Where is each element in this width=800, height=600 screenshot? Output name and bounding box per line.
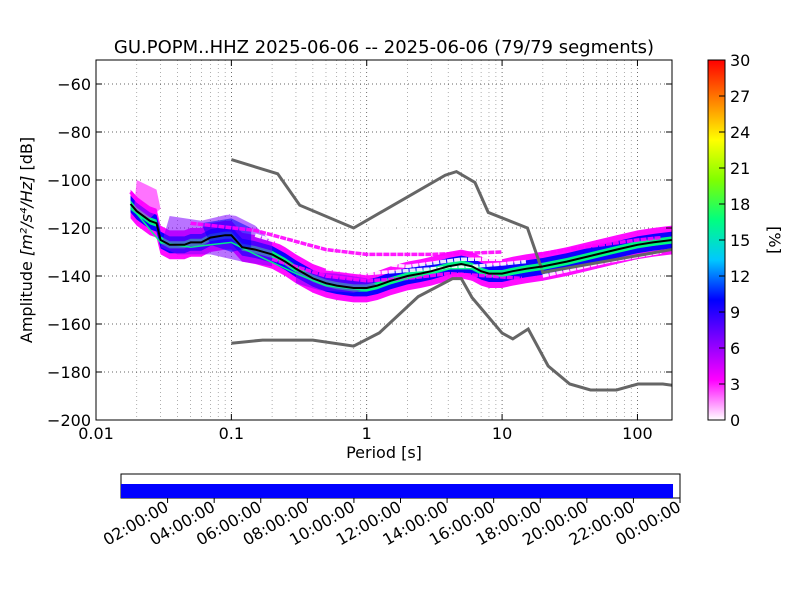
density-outlier-track [135,171,509,223]
density-band [130,200,672,292]
x-tick-label: 100 [622,424,653,443]
x-axis-label: Period [s] [346,443,422,462]
density-outlier-track [325,259,527,276]
colorbar-ticks: 0 3 6 9 12 15 18 21 24 27 30 [719,51,750,430]
density-band [130,195,672,297]
y-tick-label: −180 [47,363,91,382]
x-tick-label: 10 [492,424,512,443]
x-axis-ticks: 0.01 0.1 1 10 100 [78,60,653,443]
availability-data-bar [121,484,674,498]
density-blob [133,180,161,219]
y-tick-label: −200 [47,411,91,430]
density-heatmap [129,171,672,303]
y-tick-label: −60 [57,75,91,94]
density-outlier-track [536,235,662,257]
colorbar-tick-label: 24 [730,123,750,142]
low-noise-model-line [231,277,672,392]
colorbar-tick-label: 18 [730,195,750,214]
colorbar-tick-label: 12 [730,267,750,286]
density-outlier-track [129,190,144,206]
colorbar-tick-label: 3 [730,375,740,394]
mean-curves [129,203,672,292]
colorbar-tick-label: 0 [730,411,740,430]
colorbar-tick-label: 21 [730,159,750,178]
colorbar-tick-label: 15 [730,231,750,250]
density-outlier-track [507,207,567,213]
x-tick-label: 1 [362,424,372,443]
availability-time-ticks: 02:00:0004:00:0006:00:0008:00:0010:00:00… [100,497,684,549]
plot-frame [95,59,673,421]
density-outlier-track [190,221,503,257]
colorbar-tick-label: 27 [730,87,750,106]
density-outlier-track [160,202,489,233]
y-tick-label: −140 [47,267,91,286]
colorbar-label: [%] [765,226,784,254]
x-tick-label: 0.01 [78,424,114,443]
y-tick-label: −160 [47,315,91,334]
x-tick-label: 0.1 [219,424,244,443]
mean-curve [129,203,672,289]
noise-models [230,158,672,392]
y-tick-label: −120 [47,219,91,238]
chart-title: GU.POPM..HHZ 2025-06-06 -- 2025-06-06 (7… [114,37,654,58]
y-axis-ticks: −60 −80 −100 −120 −140 −160 −180 −200 [47,75,672,430]
y-axis-label: Amplitude [m²/s⁴/Hz] [dB] [17,137,36,343]
y-tick-label: −80 [57,123,91,142]
high-noise-model-line [230,158,672,275]
density-outlier-track [254,233,503,269]
colorbar-tick-label: 9 [730,303,740,322]
mode-curve [130,208,672,292]
y-tick-label: −100 [47,171,91,190]
colorbar-tick-label: 6 [730,339,740,358]
colorbar-tick-label: 30 [730,51,750,70]
